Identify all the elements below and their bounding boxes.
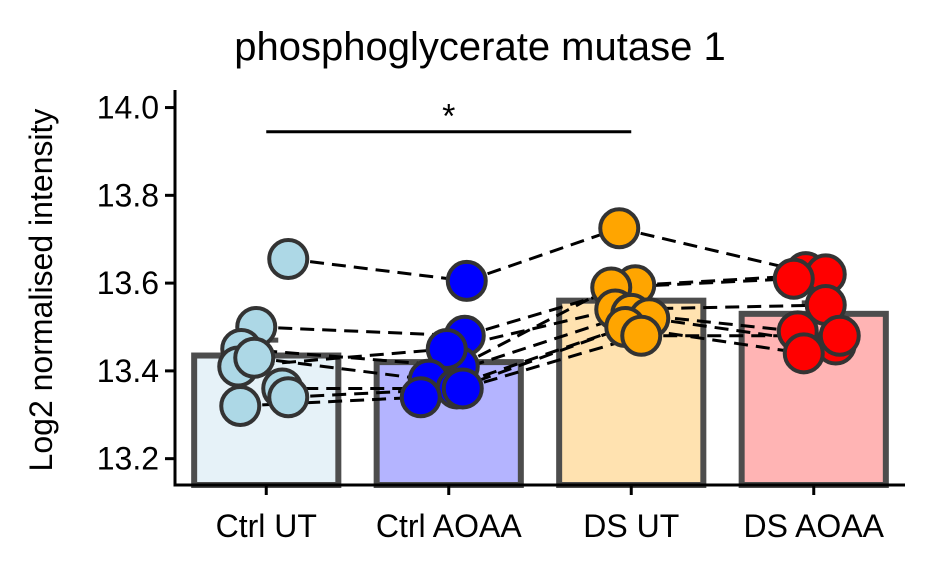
x-tick-label-0: Ctrl UT (216, 508, 317, 544)
y-tick-label-2: 13.6 (97, 265, 159, 301)
point-1-7 (441, 367, 484, 410)
y-ticks-group: 13.2 13.4 13.6 13.8 14.0 (97, 90, 175, 477)
x-tick-label-1: Ctrl AOAA (376, 508, 522, 544)
point-0-4 (233, 336, 276, 379)
point-3-7 (818, 314, 861, 357)
pair-line-0-0 (288, 257, 467, 283)
point-0-7 (267, 376, 310, 419)
y-tick-label-1: 13.4 (97, 353, 159, 389)
point-2-0 (598, 207, 641, 250)
point-0-0 (267, 237, 310, 280)
y-tick-label-0: 13.2 (97, 441, 159, 477)
axes-group (173, 90, 905, 487)
pair-line-1-5 (456, 316, 650, 390)
points-group (217, 207, 861, 427)
pair-line-1-6 (420, 325, 626, 399)
pair-line-1-0 (466, 226, 620, 283)
point-1-6 (399, 376, 442, 419)
bar-3 (738, 310, 889, 489)
pair-line-2-0 (618, 226, 807, 274)
y-tick-label-3: 13.8 (97, 177, 159, 213)
point-3-6 (782, 332, 825, 375)
point-0-6 (219, 385, 262, 427)
x-ticks-group: Ctrl UT Ctrl AOAA DS UT DS AOAA (216, 485, 885, 544)
pair-line-1-1 (464, 283, 636, 338)
point-3-2 (772, 257, 815, 300)
significance-label: * (442, 98, 455, 136)
point-2-7 (620, 314, 663, 357)
x-tick-label-3: DS AOAA (744, 508, 885, 544)
y-axis-title: Log2 normalised intensity (23, 109, 59, 472)
pair-line-1-7 (462, 334, 642, 390)
pair-line-0-1 (256, 325, 465, 338)
chart-title: phosphoglycerate mutase 1 (234, 25, 725, 69)
pair-line-0-4 (254, 356, 429, 382)
x-tick-label-2: DS UT (583, 508, 679, 544)
significance-group: * (266, 98, 632, 136)
point-1-0 (445, 259, 488, 302)
y-tick-label-4: 14.0 (97, 90, 159, 126)
pair-line-1-2 (458, 286, 612, 368)
point-1-3 (425, 327, 468, 370)
